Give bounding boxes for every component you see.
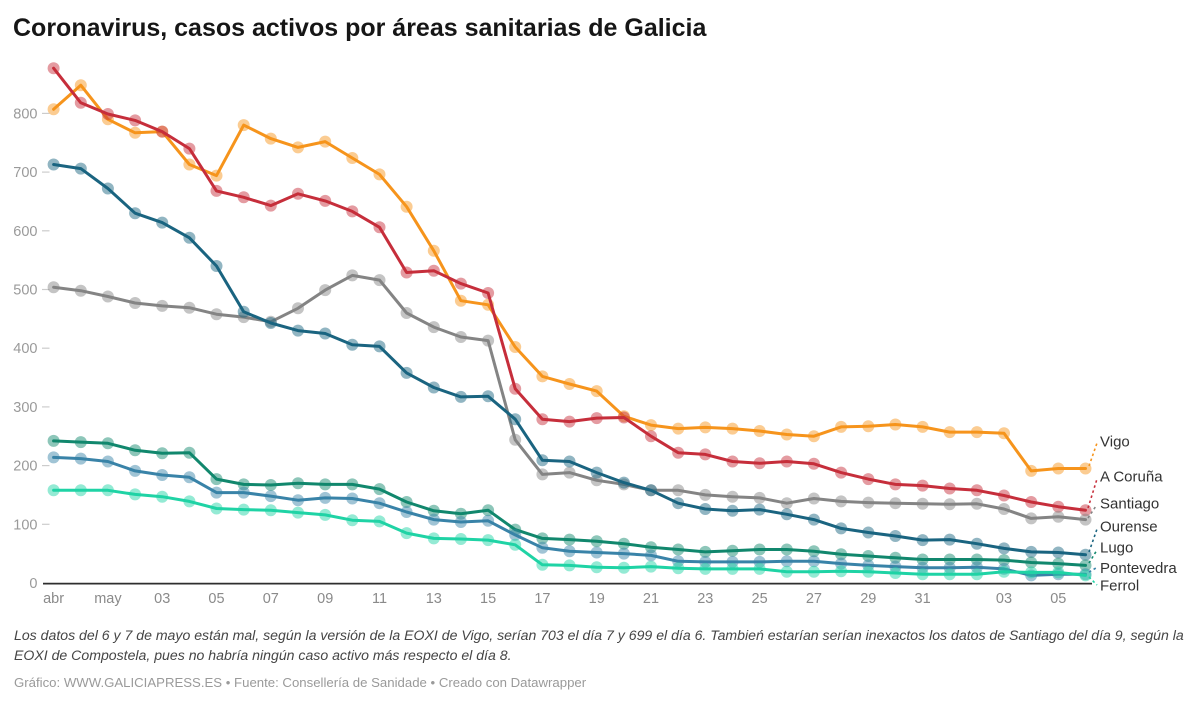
svg-text:11: 11: [372, 591, 387, 607]
svg-text:400: 400: [13, 341, 37, 357]
svg-text:25: 25: [752, 591, 768, 607]
svg-text:09: 09: [317, 591, 333, 607]
svg-text:abr: abr: [43, 591, 64, 607]
svg-text:Ferrol: Ferrol: [1100, 578, 1139, 595]
svg-text:A Coruña: A Coruña: [1100, 469, 1163, 486]
svg-text:Lugo: Lugo: [1100, 540, 1133, 557]
svg-text:15: 15: [480, 591, 496, 607]
svg-text:600: 600: [13, 224, 37, 240]
svg-text:100: 100: [13, 517, 37, 533]
svg-text:19: 19: [589, 591, 605, 607]
svg-text:Los datos del 6 y 7 de mayo es: Los datos del 6 y 7 de mayo están mal, s…: [14, 627, 1184, 643]
svg-text:05: 05: [208, 591, 224, 607]
svg-text:300: 300: [13, 400, 37, 416]
svg-text:03: 03: [154, 591, 170, 607]
svg-text:29: 29: [860, 591, 876, 607]
svg-text:Vigo: Vigo: [1100, 434, 1130, 451]
svg-text:03: 03: [996, 591, 1012, 607]
svg-text:Coronavirus, casos activos por: Coronavirus, casos activos por áreas san…: [13, 14, 707, 42]
svg-text:13: 13: [426, 591, 442, 607]
svg-text:Ourense: Ourense: [1100, 519, 1158, 536]
svg-text:31: 31: [915, 591, 931, 607]
svg-text:may: may: [94, 591, 122, 607]
svg-text:23: 23: [697, 591, 713, 607]
svg-text:EOXI de Compostela, pues no ha: EOXI de Compostela, pues no habría ningú…: [14, 647, 512, 663]
svg-text:Pontevedra: Pontevedra: [1100, 560, 1177, 577]
svg-text:500: 500: [13, 283, 37, 299]
svg-text:21: 21: [643, 591, 659, 607]
svg-text:Gráfico: WWW.GALICIAPRESS.ES •: Gráfico: WWW.GALICIAPRESS.ES • Fuente: C…: [14, 675, 587, 690]
svg-text:Santiago: Santiago: [1100, 496, 1159, 513]
svg-text:05: 05: [1050, 591, 1066, 607]
svg-text:800: 800: [13, 106, 37, 122]
svg-text:17: 17: [534, 591, 550, 607]
svg-text:27: 27: [806, 591, 822, 607]
svg-text:700: 700: [13, 165, 37, 181]
svg-text:0: 0: [29, 576, 37, 592]
svg-text:200: 200: [13, 459, 37, 475]
svg-text:07: 07: [263, 591, 279, 607]
